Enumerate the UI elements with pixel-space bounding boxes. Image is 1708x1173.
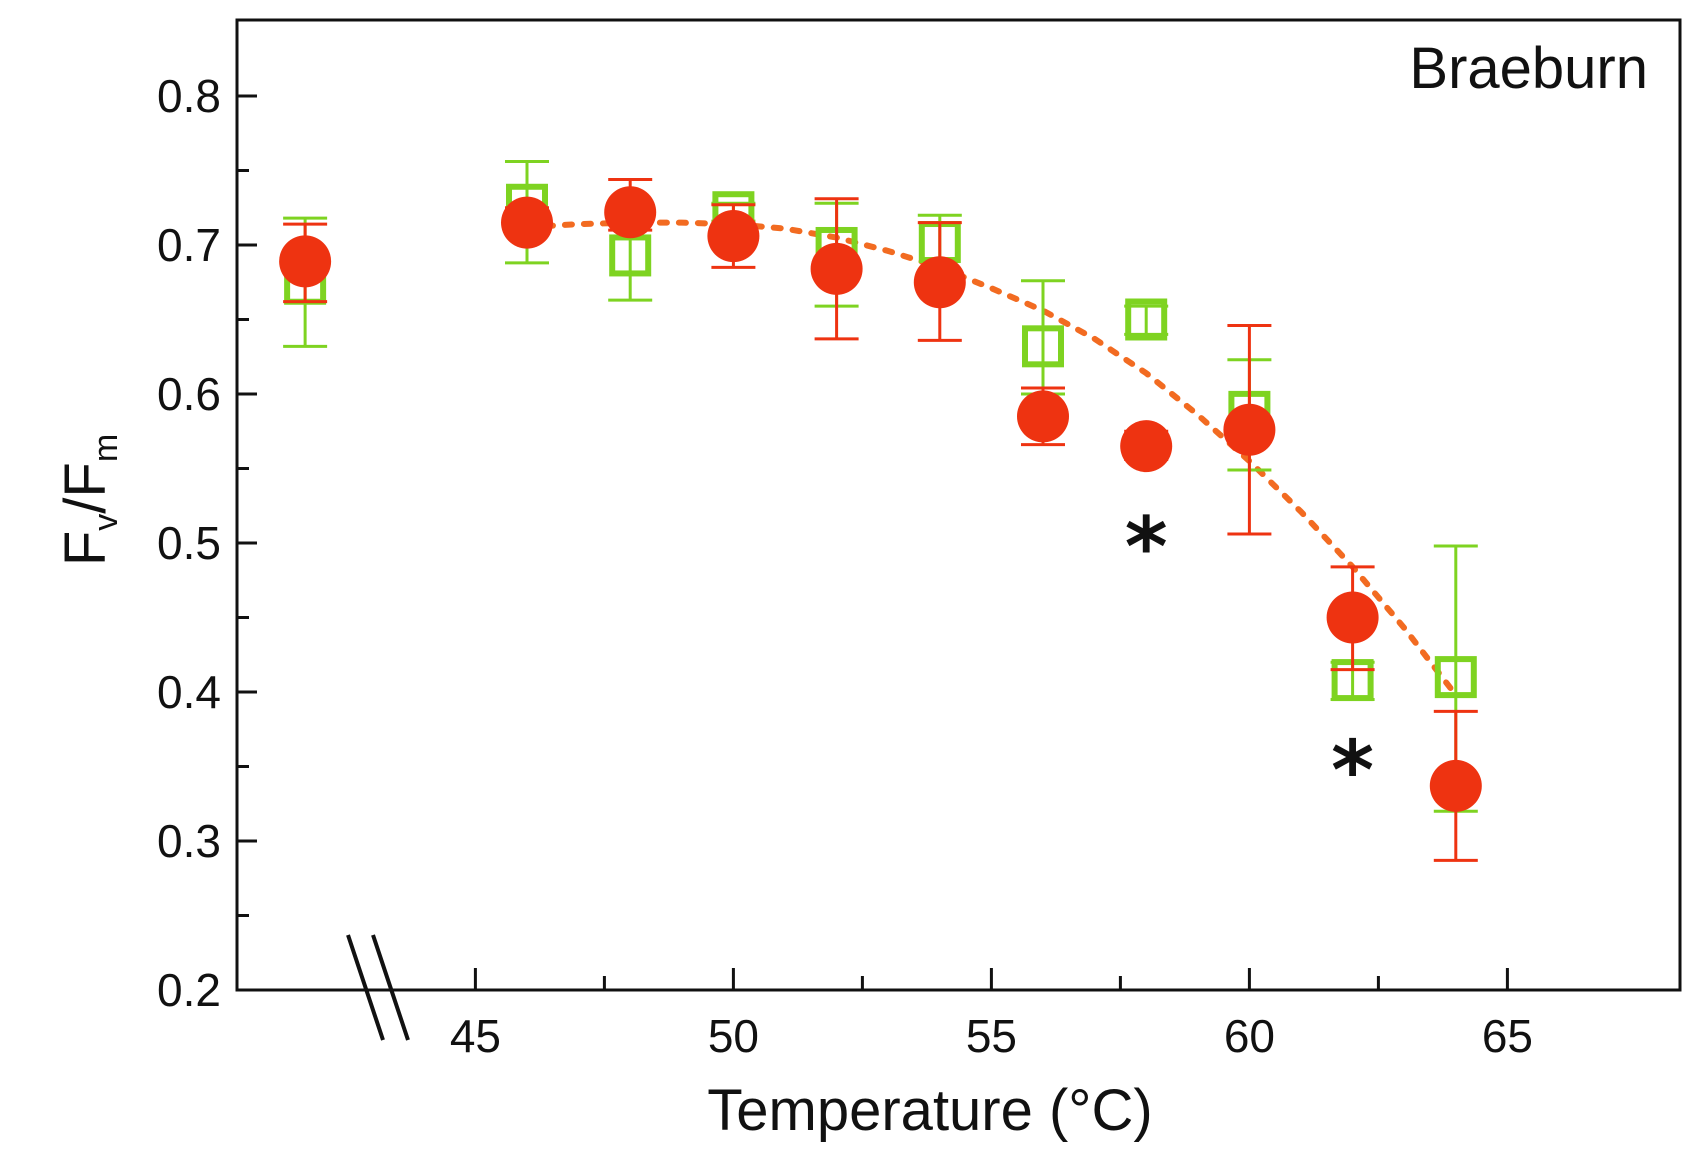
red-circle-point: [1223, 403, 1276, 456]
y-tick-label: 0.7: [157, 219, 221, 271]
panel-label: Braeburn: [1409, 36, 1648, 101]
x-tick-label: 50: [708, 1010, 759, 1062]
red-circle-point: [501, 196, 553, 249]
red-series-layer: [279, 177, 1482, 862]
tick-layer: 0.2 0.3 0.4 0.5 0.6 0.7 0.8 45 50 55 60 65: [157, 70, 1533, 1062]
green-square-point: [1022, 325, 1064, 368]
red-circle-point: [913, 256, 966, 309]
y-axis-title-sub-v: v: [87, 514, 125, 531]
x-tick-label: 65: [1482, 1010, 1533, 1062]
x-tick-label: 60: [1224, 1010, 1275, 1062]
y-tick-label: 0.2: [157, 964, 221, 1016]
axis-break-slash-left: [346, 934, 385, 1041]
red-circle-point: [1120, 420, 1173, 473]
y-tick-label: 0.5: [157, 517, 221, 569]
y-tick-label: 0.3: [157, 815, 221, 867]
y-axis-title-main: F: [53, 531, 118, 566]
red-circle-point: [1017, 390, 1069, 443]
significance-asterisk: *: [1331, 724, 1374, 819]
x-tick-label: 45: [450, 1010, 501, 1062]
plot-frame: [235, 18, 1682, 992]
significance-asterisk: *: [1125, 501, 1168, 596]
green-square-point: [1434, 656, 1477, 699]
y-axis-title: Fv/Fm: [53, 434, 125, 566]
y-axis-title-sub-m: m: [87, 434, 125, 462]
red-circle-point: [810, 242, 863, 295]
red-circle-point: [279, 235, 332, 288]
axis-break-slash-right: [371, 934, 410, 1041]
plot-border: [235, 18, 1682, 992]
x-axis-title: Temperature (°C): [707, 1078, 1152, 1143]
red-circle-point: [1326, 591, 1379, 644]
red-circle-point: [707, 210, 760, 263]
green-series-layer: [283, 160, 1478, 813]
y-tick-label: 0.4: [157, 666, 221, 718]
fit-line: [524, 219, 1459, 698]
red-circle-point: [604, 186, 657, 239]
y-axis-title-sep: /F: [53, 462, 118, 514]
y-tick-label: 0.8: [157, 70, 221, 122]
fit-line-layer: [524, 219, 1459, 698]
green-square-point: [1125, 298, 1168, 341]
x-tick-label: 55: [966, 1010, 1017, 1062]
red-circle-point: [1429, 759, 1482, 812]
annotation-layer: **: [1125, 501, 1374, 820]
y-tick-label: 0.6: [157, 368, 221, 420]
